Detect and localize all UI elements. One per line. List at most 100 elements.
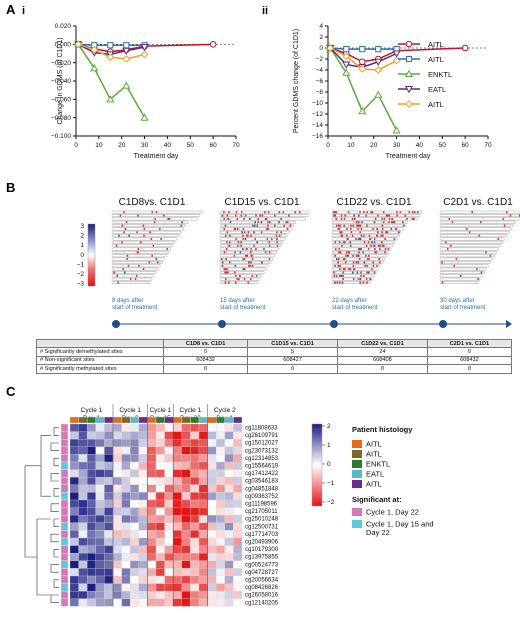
- heatmap-cell: [198, 583, 208, 592]
- y-tick-label: −4: [316, 67, 324, 74]
- data-point: [140, 44, 149, 52]
- methylation-mark: [223, 211, 225, 214]
- heatmap-cell: [207, 515, 217, 523]
- gene-label: cg25010248: [245, 517, 279, 523]
- legend-item: AITL: [398, 100, 444, 109]
- heatmap-cell: [233, 583, 243, 592]
- panel-a: A i ii 0.020 0.000 −0.020 −0.040 −0.060 −0.08…: [6, 2, 492, 160]
- heatmap-cell: [95, 583, 105, 592]
- track-bar: [111, 257, 165, 261]
- data-point: [404, 69, 414, 78]
- heatmap-cell: [198, 545, 208, 554]
- heatmap-cell: [138, 598, 148, 607]
- heatmap-cell: [190, 575, 200, 584]
- heatmap-cell: [130, 469, 139, 478]
- x-axis-label: Treatment day: [134, 153, 179, 160]
- heatmap-cell: [173, 446, 182, 455]
- heatmap-cell: [173, 560, 182, 569]
- treatment-timeline: [112, 320, 512, 328]
- heatmap-cell: [104, 568, 114, 577]
- methylation-mark: [267, 211, 270, 214]
- gene-label: cg23073132: [245, 448, 279, 454]
- methylation-mark: [255, 248, 257, 250]
- table-header-cell: [36, 338, 164, 349]
- methylation-mark: [388, 214, 391, 217]
- track-bar: [219, 217, 306, 221]
- methylation-mark: [163, 214, 165, 217]
- heatmap-cell: [207, 423, 217, 432]
- color-scale-tick: 2: [80, 233, 84, 240]
- heatmap-cell: [155, 583, 165, 592]
- heatmap-cell: [130, 492, 139, 501]
- heatmap-cell: [207, 439, 217, 447]
- heatmap-cell: [87, 583, 96, 592]
- methylation-mark: [138, 264, 140, 267]
- methylation-mark: [336, 281, 339, 284]
- chromosome-track: [331, 214, 421, 217]
- methylation-mark: [337, 224, 340, 227]
- track-bar: [111, 264, 161, 268]
- methylation-mark: [334, 254, 336, 257]
- methylation-mark: [250, 261, 252, 264]
- methylation-mark: [368, 271, 370, 274]
- heatmap-cell: [138, 461, 148, 470]
- methylation-mark: [359, 278, 362, 281]
- methylation-mark: [489, 254, 492, 257]
- methylation-mark: [359, 211, 361, 214]
- methylation-mark: [374, 218, 377, 220]
- track-bar: [439, 264, 489, 268]
- methylation-mark: [365, 278, 368, 281]
- methylation-mark: [135, 274, 138, 277]
- methylation-mark: [355, 254, 358, 257]
- methylation-mark: [388, 221, 390, 224]
- methylation-mark: [228, 261, 231, 264]
- heatmap-cell: [104, 454, 114, 463]
- heatmap-cell: [147, 469, 157, 478]
- track-bar: [439, 281, 479, 284]
- heatmap-cell: [233, 446, 243, 455]
- heatmap-cell: [78, 492, 88, 501]
- heatmap-cell: [190, 530, 200, 539]
- methylation-mark: [259, 214, 261, 217]
- legend-label: ENKTL: [366, 460, 390, 469]
- heatmap-cell: [104, 522, 114, 531]
- significance-annotation-cell: [60, 499, 69, 508]
- chromosome-track: [439, 251, 497, 254]
- methylation-mark: [149, 231, 151, 234]
- heatmap-cell: [181, 477, 191, 485]
- methylation-mark: [370, 211, 372, 214]
- heatmap-cell: [155, 591, 165, 599]
- legend-label: AITL: [366, 480, 382, 489]
- heatmap-cell: [130, 560, 139, 569]
- methylation-mark: [355, 238, 357, 240]
- methylation-mark: [276, 231, 278, 234]
- legend-label: Cycle 1, Day 22: [366, 508, 419, 517]
- heatmap-cell: [155, 515, 165, 523]
- heatmap-cell: [147, 522, 157, 531]
- table-cell: 0: [336, 364, 428, 374]
- heatmap-cell: [121, 477, 131, 485]
- heatmap-cell: [216, 575, 225, 584]
- heatmap-cell: [216, 469, 225, 478]
- chart-gdms-change: 0.020 0.000 −0.020 −0.040 −0.060 −0.080 −0.100…: [51, 23, 240, 160]
- chromosome-track: [219, 261, 271, 264]
- methylation-mark: [448, 218, 451, 220]
- methylation-mark: [273, 214, 276, 217]
- heatmap-cell: [78, 530, 88, 539]
- heatmap-cell: [130, 598, 139, 607]
- methylation-mark: [373, 238, 376, 240]
- heatmap-cell: [181, 537, 191, 546]
- methylation-mark: [245, 248, 248, 250]
- chromosome-track: [219, 251, 277, 254]
- heatmap-cell: [216, 591, 225, 599]
- heatmap-cell: [104, 439, 114, 447]
- methylation-mark: [236, 228, 239, 230]
- methylation-mark: [344, 214, 346, 217]
- methylation-mark: [359, 224, 362, 227]
- table-cell: # Significantly demethylated sites: [36, 347, 164, 357]
- track-bar: [331, 244, 394, 248]
- methylation-mark: [250, 248, 253, 250]
- dendrogram-branch: [53, 579, 59, 588]
- methylation-mark: [113, 271, 115, 274]
- methylation-mark: [239, 274, 241, 277]
